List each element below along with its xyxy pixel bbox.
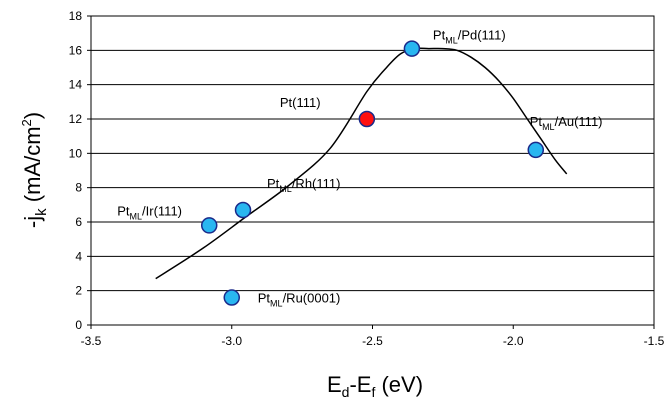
data-point [358, 110, 376, 128]
point-label: PtML/Pd(111) [433, 28, 506, 46]
y-tick-label: 18 [69, 9, 83, 23]
point-label: PtML/Rh(111) [267, 176, 340, 194]
y-tick-label: 12 [69, 112, 83, 126]
data-point [200, 217, 218, 234]
x-tick-label: -2.5 [362, 334, 383, 348]
point-label: PtML/Ir(111) [117, 203, 182, 221]
point-label: PtML/Au(111) [530, 114, 603, 132]
plot-area [90, 15, 655, 326]
x-tick-label: -3.5 [81, 334, 102, 348]
trend-curve [155, 47, 568, 280]
x-tick-label: -1.5 [644, 334, 665, 348]
y-tick-label: 8 [75, 181, 82, 195]
x-axis-title: Ed-Ef (eV) [327, 372, 423, 400]
grid-lines [91, 15, 654, 326]
y-tick-label: 16 [69, 43, 83, 57]
data-point [223, 289, 240, 306]
y-tick-label: 14 [69, 78, 83, 92]
y-tick-label: 6 [75, 215, 82, 229]
point-label: PtML/Ru(0001) [258, 291, 341, 309]
y-axis-title: -jk (mA/cm2) [19, 112, 50, 228]
y-axis: 0 2 4 6 8 10 12 14 16 18 [69, 9, 91, 332]
data-point [234, 201, 252, 219]
y-tick-label: 2 [75, 284, 82, 298]
x-tick-label: -3.0 [221, 334, 242, 348]
point-label: Pt(111) [280, 95, 321, 110]
y-tick-label: 0 [75, 318, 82, 332]
data-point [403, 40, 421, 57]
x-axis: -3.5 -3.0 -2.5 -2.0 -1.5 [81, 325, 665, 348]
data-point [527, 141, 545, 159]
data-points [200, 40, 545, 306]
y-tick-label: 10 [69, 146, 83, 160]
y-tick-label: 4 [75, 249, 82, 263]
point-labels: PtML/Ir(111) PtML/Rh(111) PtML/Ru(0001) Pt(… [117, 28, 602, 309]
x-tick-label: -2.0 [503, 334, 524, 348]
